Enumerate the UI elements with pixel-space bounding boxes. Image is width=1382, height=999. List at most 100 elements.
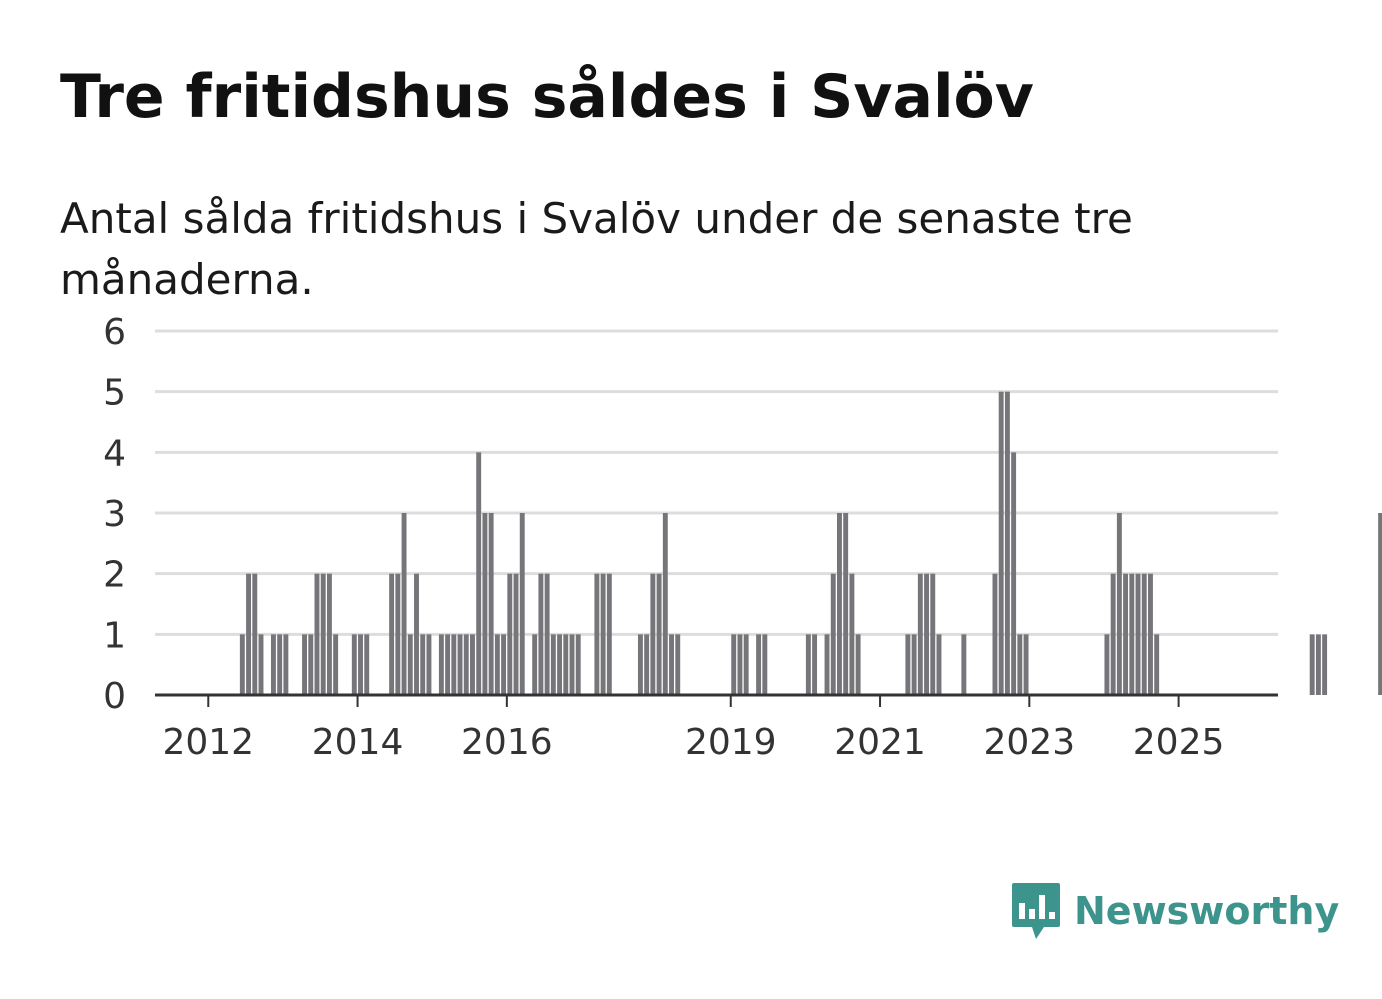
x-tick-label: 2012 — [162, 722, 254, 763]
bar — [1011, 452, 1017, 695]
bar — [637, 634, 643, 695]
bar — [737, 634, 743, 695]
bar — [600, 573, 606, 695]
bar — [1148, 573, 1153, 695]
bar — [1309, 634, 1315, 695]
bar — [824, 634, 830, 695]
bar — [662, 513, 668, 695]
y-axis-labels: 0 1 2 3 4 5 6 — [103, 312, 126, 717]
bar — [644, 634, 650, 695]
bar — [1023, 634, 1029, 695]
bar — [830, 573, 836, 695]
y-tick-label: 0 — [103, 676, 126, 717]
bar — [513, 573, 519, 695]
bar — [550, 634, 556, 695]
x-tick-label: 2016 — [461, 722, 553, 763]
bar — [917, 573, 923, 695]
bar — [252, 573, 258, 695]
bar — [351, 634, 357, 695]
bar — [283, 634, 289, 695]
bar — [1004, 391, 1010, 695]
bar — [998, 391, 1004, 695]
bar — [532, 634, 538, 695]
bar — [606, 573, 612, 695]
bar — [743, 634, 749, 695]
x-tick-label: 2025 — [1133, 722, 1225, 763]
newsworthy-logo: Newsworthy — [1010, 878, 1339, 944]
bar — [756, 634, 762, 695]
x-tick-label: 2023 — [984, 722, 1076, 763]
bar — [843, 513, 849, 695]
x-tick-label: 2019 — [685, 722, 777, 763]
bar — [501, 634, 507, 695]
bar — [239, 634, 245, 695]
bar — [656, 573, 662, 695]
bar — [457, 634, 463, 695]
bar — [1322, 634, 1328, 695]
bar — [961, 634, 967, 695]
bar — [1104, 634, 1110, 695]
y-tick-label: 6 — [103, 312, 126, 353]
bar — [1123, 573, 1129, 695]
bar — [575, 634, 581, 695]
bar — [924, 573, 929, 695]
bar — [930, 573, 936, 695]
bar — [837, 513, 842, 695]
bar — [1116, 513, 1122, 695]
bar — [463, 634, 469, 695]
bar — [812, 634, 818, 695]
bar — [1154, 634, 1160, 695]
y-tick-label: 1 — [103, 615, 126, 656]
bar — [507, 573, 513, 695]
bar — [407, 634, 413, 695]
y-tick-label: 3 — [103, 494, 126, 535]
bar — [557, 634, 563, 695]
bar — [426, 634, 432, 695]
y-tick-label: 2 — [103, 555, 126, 596]
bar — [364, 634, 370, 695]
bar — [1135, 573, 1141, 695]
bar — [494, 634, 500, 695]
chart-subtitle: Antal sålda fritidshus i Svalöv under de… — [60, 194, 1133, 304]
bar — [762, 634, 768, 695]
bar — [805, 634, 811, 695]
bar — [270, 634, 276, 695]
bar — [308, 634, 314, 695]
bar — [1129, 573, 1135, 695]
bar — [519, 513, 525, 695]
bar — [675, 634, 681, 695]
bars — [239, 391, 1382, 695]
bar — [992, 573, 998, 695]
bar — [538, 573, 544, 695]
bar — [314, 573, 320, 695]
bar — [594, 573, 600, 695]
bar — [445, 634, 451, 695]
brand-name: Newsworthy — [1074, 889, 1340, 933]
bar — [258, 634, 264, 695]
bar — [246, 573, 252, 695]
bar — [420, 634, 426, 695]
bar — [1141, 573, 1147, 695]
bar — [1017, 634, 1023, 695]
bar — [320, 573, 326, 695]
bar — [936, 634, 942, 695]
x-axis: 2012 2014 2016 2019 2021 2023 2025 — [155, 693, 1278, 763]
chart-title: Tre fritidshus såldes i Svalöv — [60, 62, 1034, 132]
bar — [911, 634, 917, 695]
bar — [277, 634, 283, 695]
bar — [849, 573, 855, 695]
bar — [488, 513, 494, 695]
y-tick-label: 4 — [103, 433, 126, 474]
bar — [414, 573, 419, 695]
bar — [302, 634, 307, 695]
bar — [326, 573, 332, 695]
y-tick-label: 5 — [103, 373, 126, 414]
bar — [438, 634, 444, 695]
newsworthy-bar-chart-icon — [1012, 883, 1060, 939]
bar — [1315, 634, 1321, 695]
bar — [476, 452, 482, 695]
bar — [482, 513, 488, 695]
bar — [401, 513, 407, 695]
bar — [731, 634, 737, 695]
